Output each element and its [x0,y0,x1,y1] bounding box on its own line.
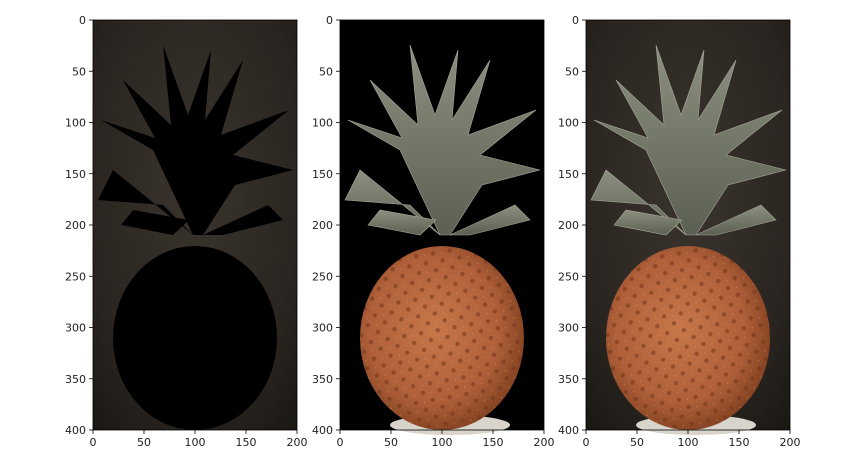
x-tick-label: 200 [534,436,555,449]
panel-original [585,19,791,435]
y-tick-label: 200 [65,219,86,232]
y-tick-label: 250 [312,270,333,283]
x-tick-label: 150 [483,436,504,449]
x-tick-label: 200 [287,436,308,449]
y-tick-label: 350 [312,373,333,386]
y-tick-label: 300 [312,322,333,335]
y-tick-label: 0 [572,14,579,27]
x-tick-label: 100 [432,436,453,449]
x-tick-label: 100 [678,436,699,449]
x-tick-label: 0 [583,436,590,449]
y-tick-label: 150 [558,168,579,181]
y-tick-label: 50 [72,65,86,78]
y-tick-label: 0 [326,14,333,27]
y-tick-label: 400 [558,424,579,437]
y-tick-label: 100 [312,117,333,130]
x-tick-label: 50 [137,436,151,449]
y-tick-label: 150 [65,168,86,181]
y-tick-label: 350 [558,373,579,386]
y-tick-label: 250 [65,270,86,283]
x-tick-label: 0 [337,436,344,449]
panel-background-only [92,19,298,431]
y-tick-label: 200 [558,219,579,232]
axis-ticks: 0 50 100 150 200 250 300 350 400 0 50 100 150 200 0 50 1… [65,14,801,449]
x-tick-label: 150 [729,436,750,449]
x-tick-label: 200 [780,436,801,449]
y-tick-label: 150 [312,168,333,181]
y-tick-label: 0 [79,14,86,27]
x-tick-label: 150 [236,436,257,449]
y-tick-label: 50 [319,65,333,78]
x-tick-label: 100 [185,436,206,449]
x-tick-label: 50 [630,436,644,449]
y-tick-label: 350 [65,373,86,386]
y-tick-label: 400 [312,424,333,437]
y-tick-label: 400 [65,424,86,437]
y-tick-label: 50 [565,65,579,78]
x-tick-label: 0 [90,436,97,449]
y-tick-label: 100 [558,117,579,130]
y-tick-label: 250 [558,270,579,283]
y-tick-label: 300 [558,322,579,335]
y-tick-label: 200 [312,219,333,232]
y-tick-label: 100 [65,117,86,130]
panel-foreground-only [339,19,545,435]
x-tick-label: 50 [384,436,398,449]
y-tick-label: 300 [65,322,86,335]
